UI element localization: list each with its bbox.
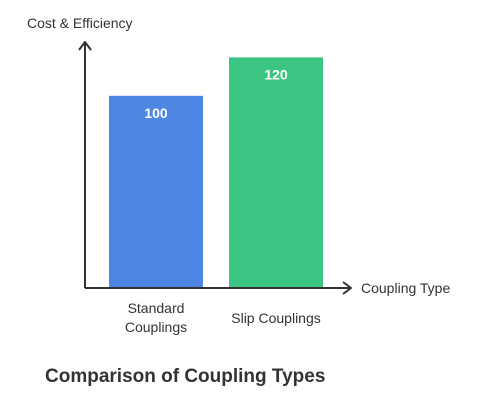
bar-standard-couplings xyxy=(109,95,203,288)
chart-title: Comparison of Coupling Types xyxy=(45,366,326,387)
bars-layer xyxy=(109,57,323,288)
x-axis-label: Coupling Type xyxy=(361,280,450,296)
axes-layer: Cost & Efficiency Coupling Type xyxy=(27,15,450,296)
data-label-slip-couplings: 120 xyxy=(264,66,288,82)
labels-layer: 100 Standard Couplings 120 Slip Couplings xyxy=(125,66,321,335)
y-axis-arrowhead xyxy=(78,41,92,51)
x-tick-label-slip-couplings: Slip Couplings xyxy=(231,310,321,326)
x-axis-arrowhead xyxy=(342,281,352,295)
y-axis-label: Cost & Efficiency xyxy=(27,15,133,31)
bar-slip-couplings xyxy=(229,57,323,288)
x-tick-label-standard-couplings: Standard Couplings xyxy=(125,300,187,335)
data-label-standard-couplings: 100 xyxy=(144,105,168,121)
